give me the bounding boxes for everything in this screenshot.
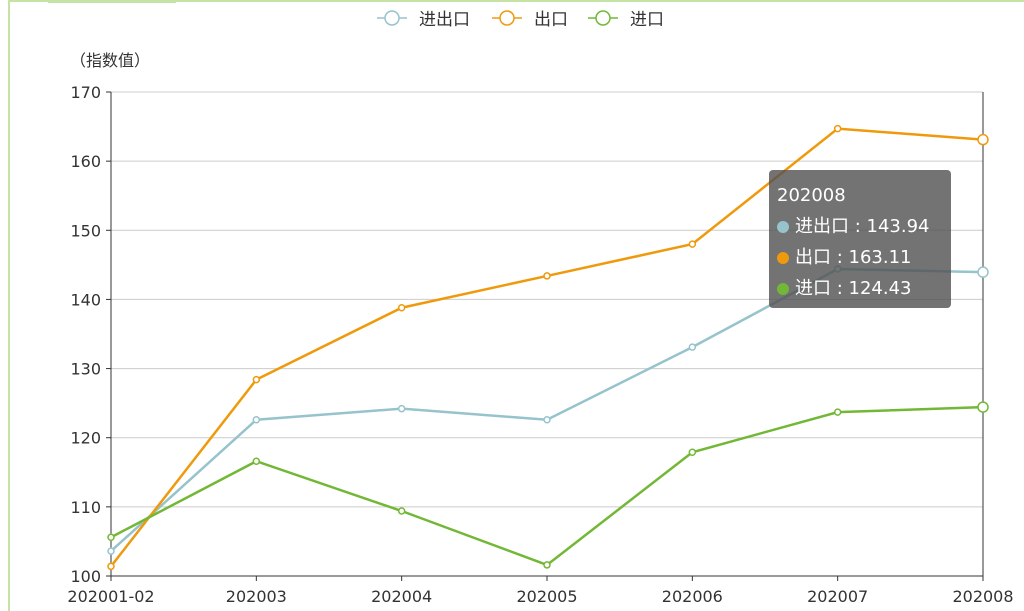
data-point (977, 266, 989, 278)
tooltip-row: 进出口 : 143.94 (777, 211, 943, 242)
tooltip: 202008 进出口 : 143.94 出口 : 163.11 进口 : 124… (769, 170, 951, 308)
data-point (543, 415, 551, 424)
legend-label: 进口 (630, 10, 664, 30)
data-point (833, 124, 842, 133)
x-tick-label: 202004 (371, 587, 432, 606)
data-point (833, 408, 842, 416)
series-dot-icon (777, 282, 789, 295)
data-point (107, 562, 115, 571)
data-point (252, 375, 261, 384)
x-tick-label: 202005 (516, 587, 577, 606)
tooltip-value: 进口 : 124.43 (795, 278, 912, 299)
y-tick-label: 100 (70, 567, 101, 586)
y-tick-label: 120 (70, 429, 101, 448)
data-point (543, 561, 551, 569)
chart-frame (8, 0, 1024, 611)
data-point (107, 533, 115, 542)
tooltip-title: 202008 (777, 185, 846, 206)
data-point (977, 401, 989, 413)
series-dot-icon (777, 220, 789, 233)
legend-marker-icon (595, 10, 611, 26)
series-line-进口 (110, 405, 984, 567)
data-point (397, 507, 406, 515)
active-tab-indicator (48, 0, 176, 3)
x-tick-label: 202006 (662, 587, 723, 606)
data-point (397, 303, 406, 312)
data-point (688, 240, 697, 248)
x-tick-label: 202008 (952, 587, 1013, 606)
data-point (977, 133, 989, 146)
data-point (688, 448, 697, 456)
legend-marker-icon (499, 10, 515, 26)
y-axis-label: （指数值） (70, 51, 150, 70)
y-tick-label: 150 (70, 221, 101, 240)
legend-marker-icon (384, 10, 400, 26)
series-line-进出口 (110, 267, 984, 553)
legend-label: 进出口 (419, 10, 470, 30)
tooltip-value: 出口 : 163.11 (795, 247, 912, 268)
data-point (107, 547, 115, 555)
y-tick-label: 170 (70, 83, 101, 102)
tooltip-row: 出口 : 163.11 (777, 242, 943, 273)
legend-label: 出口 (534, 10, 568, 30)
data-point (543, 272, 551, 280)
data-point (688, 343, 697, 351)
data-point (252, 415, 261, 424)
x-tick-label: 202003 (226, 587, 287, 606)
series-dot-icon (777, 251, 789, 264)
tooltip-value: 进出口 : 143.94 (795, 216, 930, 237)
x-tick-label: 202007 (807, 587, 868, 606)
data-point (252, 457, 261, 465)
tooltip-row: 进口 : 124.43 (777, 273, 943, 304)
y-tick-label: 140 (70, 290, 101, 309)
y-tick-label: 160 (70, 152, 101, 171)
data-point (397, 404, 406, 413)
y-tick-label: 130 (70, 360, 101, 379)
y-tick-label: 110 (70, 498, 101, 517)
x-tick-label: 202001-02 (67, 587, 154, 606)
